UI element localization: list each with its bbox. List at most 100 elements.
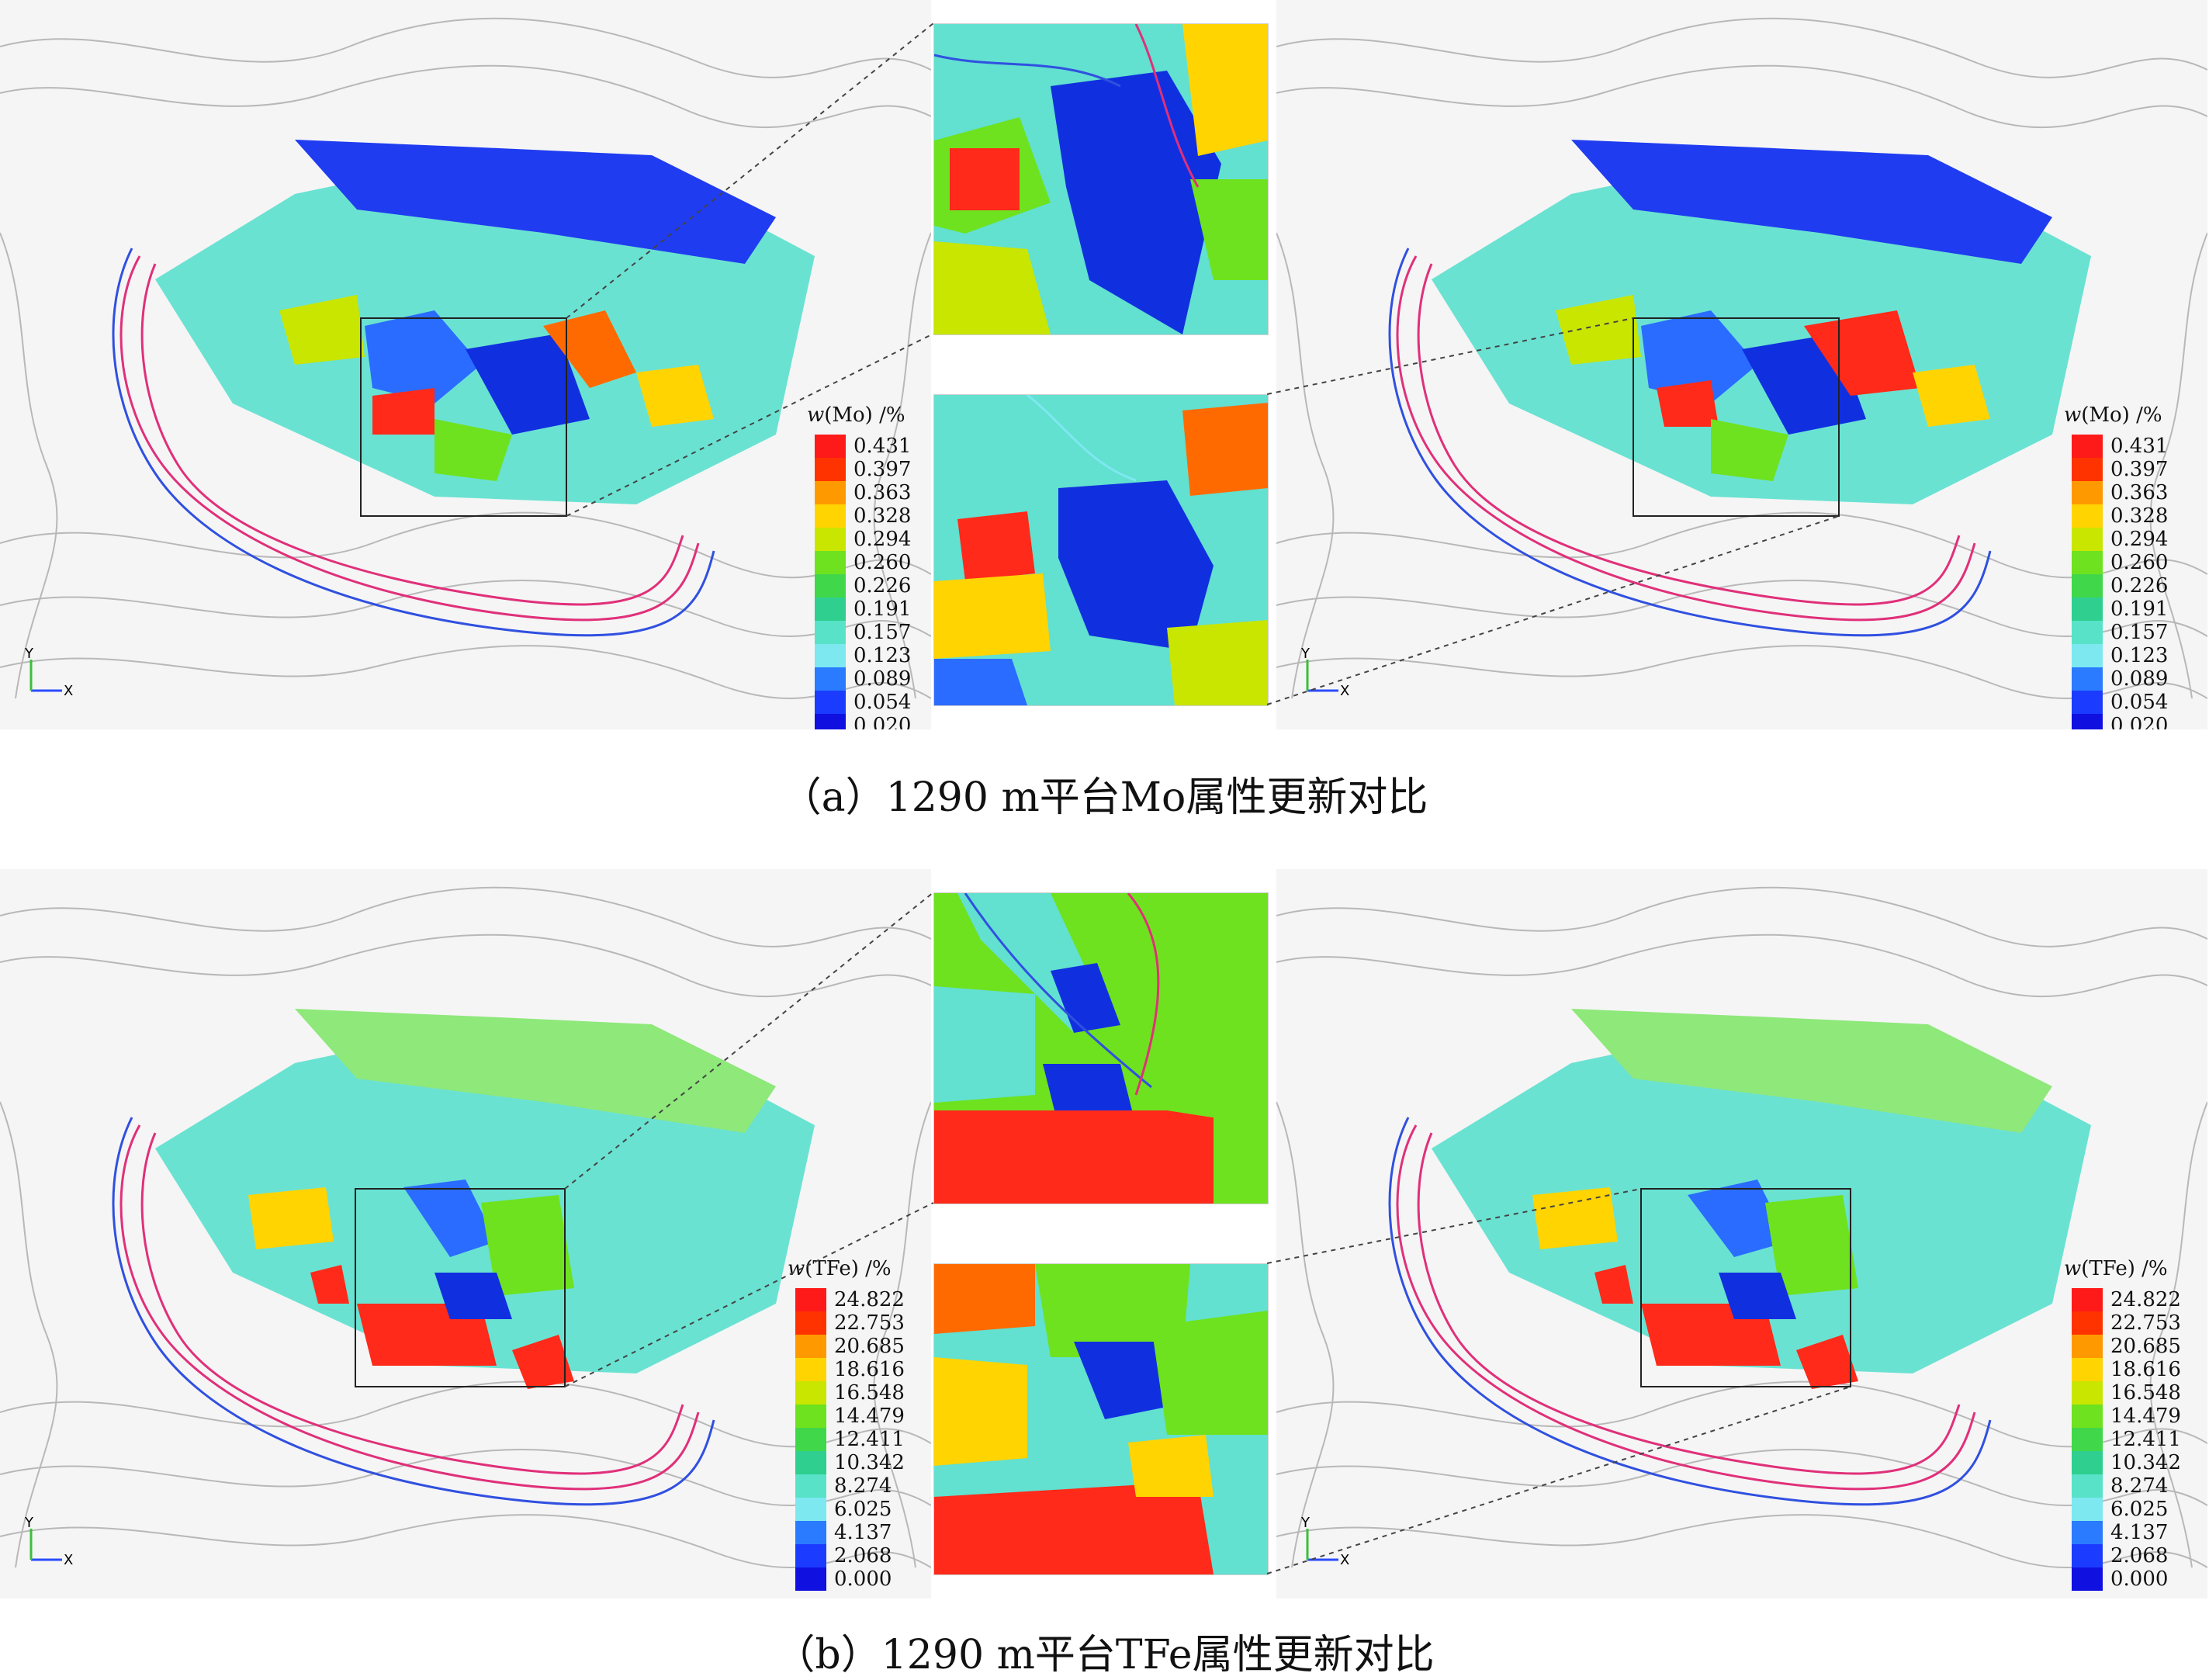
- legend-label: 0.397: [2110, 458, 2169, 481]
- legend-swatch: [2072, 551, 2103, 574]
- legend-swatch: [2072, 598, 2103, 621]
- legend-swatch: [815, 621, 846, 644]
- legend-a-left: w(Mo) /% 0.431 0.397 0.363 0.328 0.294 0.260 0…: [807, 404, 931, 729]
- legend-label: 0.089: [2110, 667, 2169, 691]
- legend-label: 10.342: [2110, 1451, 2181, 1474]
- legend-swatch: [2072, 1381, 2103, 1405]
- legend-swatch: [2072, 504, 2103, 528]
- legend-label: 0.363: [853, 481, 912, 504]
- legend-label: 12.411: [834, 1428, 905, 1451]
- legend-label: 0.226: [853, 574, 912, 598]
- legend-label: 4.137: [2110, 1521, 2169, 1544]
- legend-label: 24.822: [2110, 1288, 2181, 1311]
- legend-label: 2.068: [834, 1544, 892, 1567]
- zoom-a-before: [933, 23, 1269, 335]
- mo-map-before-graphic: [0, 17, 931, 699]
- map-a-after: X Y w(Mo) /% 0.431 0.397 0.363 0.328 0.294 0.…: [1276, 0, 2207, 729]
- legend-title: w(Mo) /%: [807, 404, 905, 427]
- legend-swatch: [815, 644, 846, 667]
- legend-label: 0.020: [2110, 714, 2169, 729]
- legend-label: 14.479: [834, 1405, 905, 1428]
- legend-swatch: [815, 574, 846, 598]
- legend-label: 18.616: [2110, 1358, 2181, 1381]
- axis-indicator-b-left: X Y: [16, 1513, 78, 1575]
- legend-label: 0.363: [2110, 481, 2169, 504]
- legend-label: 0.397: [853, 458, 912, 481]
- legend-swatch: [2072, 714, 2103, 729]
- y-axis-label: Y: [25, 646, 33, 662]
- zoom-b-after: [933, 1263, 1269, 1575]
- legend-title: w(TFe) /%: [2064, 1257, 2168, 1280]
- legend-label: 0.431: [853, 435, 912, 458]
- legend-swatch: [795, 1544, 826, 1567]
- legend-label: 6.025: [2110, 1498, 2169, 1521]
- caption-b: （b）1290 m平台TFe属性更新对比: [774, 1632, 1435, 1678]
- legend-swatch: [2072, 691, 2103, 714]
- legend-swatch: [2072, 1428, 2103, 1451]
- y-axis-label: Y: [25, 1515, 33, 1531]
- legend-label: 14.479: [2110, 1405, 2181, 1428]
- legend-label: 8.274: [834, 1474, 892, 1498]
- tfe-zoom-before-graphic: [934, 893, 1268, 1204]
- legend-label: 0.226: [2110, 574, 2169, 598]
- legend-label: 0.000: [2110, 1567, 2169, 1591]
- legend-label: 0.089: [853, 667, 912, 691]
- legend-swatch: [2072, 528, 2103, 551]
- tfe-map-after-graphic: [1276, 886, 2207, 1568]
- legend-label: 0.191: [2110, 598, 2169, 621]
- legend-b-left: w(TFe) /% 24.822 22.753 20.685 18.616 16.548…: [788, 1257, 927, 1599]
- legend-label: 0.260: [853, 551, 912, 574]
- legend-a-right: w(Mo) /% 0.431 0.397 0.363 0.328 0.294 0.260 0…: [2064, 404, 2204, 729]
- legend-label: 0.054: [853, 691, 912, 714]
- x-axis-label: X: [1340, 683, 1350, 699]
- legend-swatch: [795, 1428, 826, 1451]
- legend-swatch: [2072, 435, 2103, 458]
- panel-a: X Y w(Mo) /% 0.431 0.397 0.363 0.328 0.294 0.…: [0, 0, 2209, 729]
- legend-title: w(TFe) /%: [788, 1257, 892, 1280]
- axis-indicator-a-left: X Y: [16, 644, 78, 706]
- legend-label: 20.685: [2110, 1335, 2181, 1358]
- legend-swatch: [2072, 458, 2103, 481]
- legend-swatch: [815, 481, 846, 504]
- legend-label: 0.157: [2110, 621, 2169, 644]
- legend-swatch: [795, 1358, 826, 1381]
- legend-label: 18.616: [834, 1358, 905, 1381]
- legend-swatch: [795, 1405, 826, 1428]
- legend-label: 2.068: [2110, 1544, 2169, 1567]
- legend-label: 0.020: [853, 714, 912, 729]
- legend-swatch: [2072, 1311, 2103, 1335]
- legend-label: 0.328: [853, 504, 912, 528]
- legend-swatch: [795, 1311, 826, 1335]
- legend-swatch: [815, 504, 846, 528]
- panel-b: X Y w(TFe) /% 24.822 22.753 20.685 18.616 16…: [0, 869, 2209, 1599]
- legend-label: 22.753: [2110, 1311, 2181, 1335]
- legend-swatch: [2072, 1358, 2103, 1381]
- legend-swatch: [2072, 1335, 2103, 1358]
- tfe-map-before-graphic: [0, 886, 931, 1568]
- legend-swatch: [2072, 481, 2103, 504]
- legend-swatch: [2072, 1498, 2103, 1521]
- legend-title: w(Mo) /%: [2064, 404, 2162, 427]
- legend-label: 0.431: [2110, 435, 2169, 458]
- mo-zoom-before-graphic: [934, 24, 1268, 334]
- mo-map-after-graphic: [1276, 17, 2207, 699]
- x-axis-label: X: [1340, 1552, 1350, 1568]
- legend-label: 12.411: [2110, 1428, 2181, 1451]
- legend-label: 0.054: [2110, 691, 2169, 714]
- legend-label: 0.123: [2110, 644, 2169, 667]
- legend-swatch: [2072, 1405, 2103, 1428]
- legend-swatch: [815, 714, 846, 729]
- legend-swatch: [815, 598, 846, 621]
- legend-label: 6.025: [834, 1498, 892, 1521]
- y-axis-label: Y: [1301, 1515, 1310, 1531]
- legend-label: 0.294: [2110, 528, 2169, 551]
- legend-label: 0.191: [853, 598, 912, 621]
- legend-swatch: [2072, 1288, 2103, 1311]
- legend-swatch: [795, 1288, 826, 1311]
- legend-swatch: [815, 691, 846, 714]
- legend-swatch: [2072, 574, 2103, 598]
- legend-swatch: [795, 1521, 826, 1544]
- legend-swatch: [815, 667, 846, 691]
- legend-swatch: [2072, 1474, 2103, 1498]
- legend-label: 20.685: [834, 1335, 905, 1358]
